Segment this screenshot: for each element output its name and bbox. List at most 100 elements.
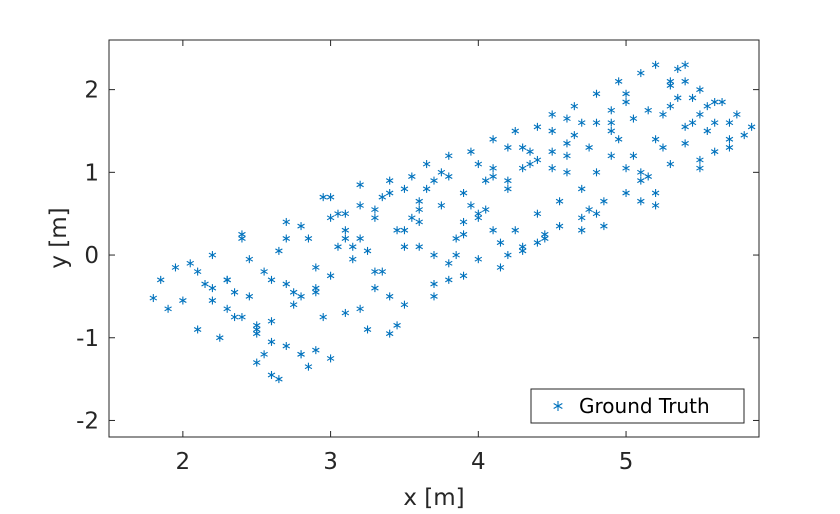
data-point <box>282 342 291 351</box>
data-point <box>267 337 276 346</box>
data-point <box>496 263 505 272</box>
data-point <box>696 155 704 164</box>
data-point <box>688 118 697 127</box>
data-point <box>304 234 313 243</box>
data-point <box>459 217 468 226</box>
data-point <box>518 143 527 152</box>
data-point <box>489 226 497 235</box>
data-point <box>600 197 608 206</box>
data-point <box>408 172 416 181</box>
data-point <box>415 205 423 214</box>
data-point <box>193 267 202 276</box>
data-point <box>504 251 512 260</box>
data-point <box>570 102 579 111</box>
data-point <box>607 151 616 160</box>
data-point <box>385 176 394 185</box>
data-point <box>208 296 217 305</box>
data-point <box>504 184 512 193</box>
data-point <box>481 176 490 185</box>
data-point <box>570 131 579 140</box>
data-point <box>592 118 601 127</box>
data-point <box>319 193 327 202</box>
legend-box <box>530 388 745 424</box>
data-point <box>312 346 320 355</box>
data-point <box>622 89 630 98</box>
data-point <box>541 234 549 243</box>
data-point <box>400 226 409 235</box>
data-point <box>415 242 423 251</box>
data-point <box>171 263 180 272</box>
data-point <box>518 242 527 251</box>
legend-marker-ground-truth <box>553 401 563 411</box>
data-point <box>489 135 497 144</box>
data-point <box>467 201 475 210</box>
data-point <box>577 118 586 127</box>
y-axis-label: y [m] <box>46 207 72 268</box>
data-point <box>371 284 379 293</box>
data-point <box>378 193 387 202</box>
data-point <box>467 147 475 156</box>
data-point <box>526 160 534 169</box>
data-point <box>577 226 586 235</box>
data-point <box>696 110 704 119</box>
data-point <box>474 213 483 222</box>
data-point <box>437 168 446 177</box>
data-point <box>489 172 497 181</box>
data-point <box>622 164 630 173</box>
data-point <box>252 329 261 338</box>
data-point <box>252 321 261 330</box>
data-point <box>348 242 357 251</box>
data-point <box>474 255 483 264</box>
data-point <box>385 189 394 198</box>
legend: Ground Truth <box>530 388 745 424</box>
data-point <box>445 259 453 268</box>
data-point <box>275 246 283 255</box>
data-point <box>356 304 364 313</box>
data-point <box>400 242 409 251</box>
data-point <box>577 213 586 222</box>
data-point <box>341 308 350 317</box>
data-point <box>267 370 276 379</box>
data-point <box>193 325 202 334</box>
data-point <box>614 135 623 144</box>
data-point <box>238 313 246 322</box>
data-point <box>363 325 372 334</box>
data-point <box>496 238 505 247</box>
data-point <box>400 184 409 193</box>
data-point <box>437 201 446 210</box>
data-point <box>267 275 276 284</box>
data-point <box>400 300 409 309</box>
data-point <box>186 259 195 268</box>
data-point <box>718 98 726 107</box>
data-point <box>637 69 645 78</box>
data-point <box>563 114 571 123</box>
data-point <box>430 279 438 288</box>
data-point <box>681 77 689 86</box>
data-point <box>459 230 468 239</box>
data-point <box>356 234 364 243</box>
data-point <box>651 201 660 210</box>
data-point <box>585 143 593 152</box>
data-point <box>415 217 423 226</box>
legend-entry-ground-truth: Ground Truth <box>579 394 710 418</box>
data-point <box>673 93 682 102</box>
data-point <box>651 60 660 69</box>
data-point <box>422 184 431 193</box>
data-point <box>592 209 601 218</box>
data-point <box>297 350 305 359</box>
data-point <box>452 251 460 260</box>
data-point <box>326 213 335 222</box>
y-axis-ticks: -2 -1 0 1 2 <box>76 78 759 434</box>
data-point <box>607 118 616 127</box>
data-point <box>348 255 357 264</box>
y-tick-label: 0 <box>84 243 99 269</box>
data-point <box>637 197 645 206</box>
data-point <box>526 147 534 156</box>
data-point <box>592 89 601 98</box>
data-point <box>563 139 571 148</box>
data-point <box>548 126 556 135</box>
data-point <box>341 234 350 243</box>
data-point <box>607 106 616 115</box>
data-point <box>371 205 379 214</box>
